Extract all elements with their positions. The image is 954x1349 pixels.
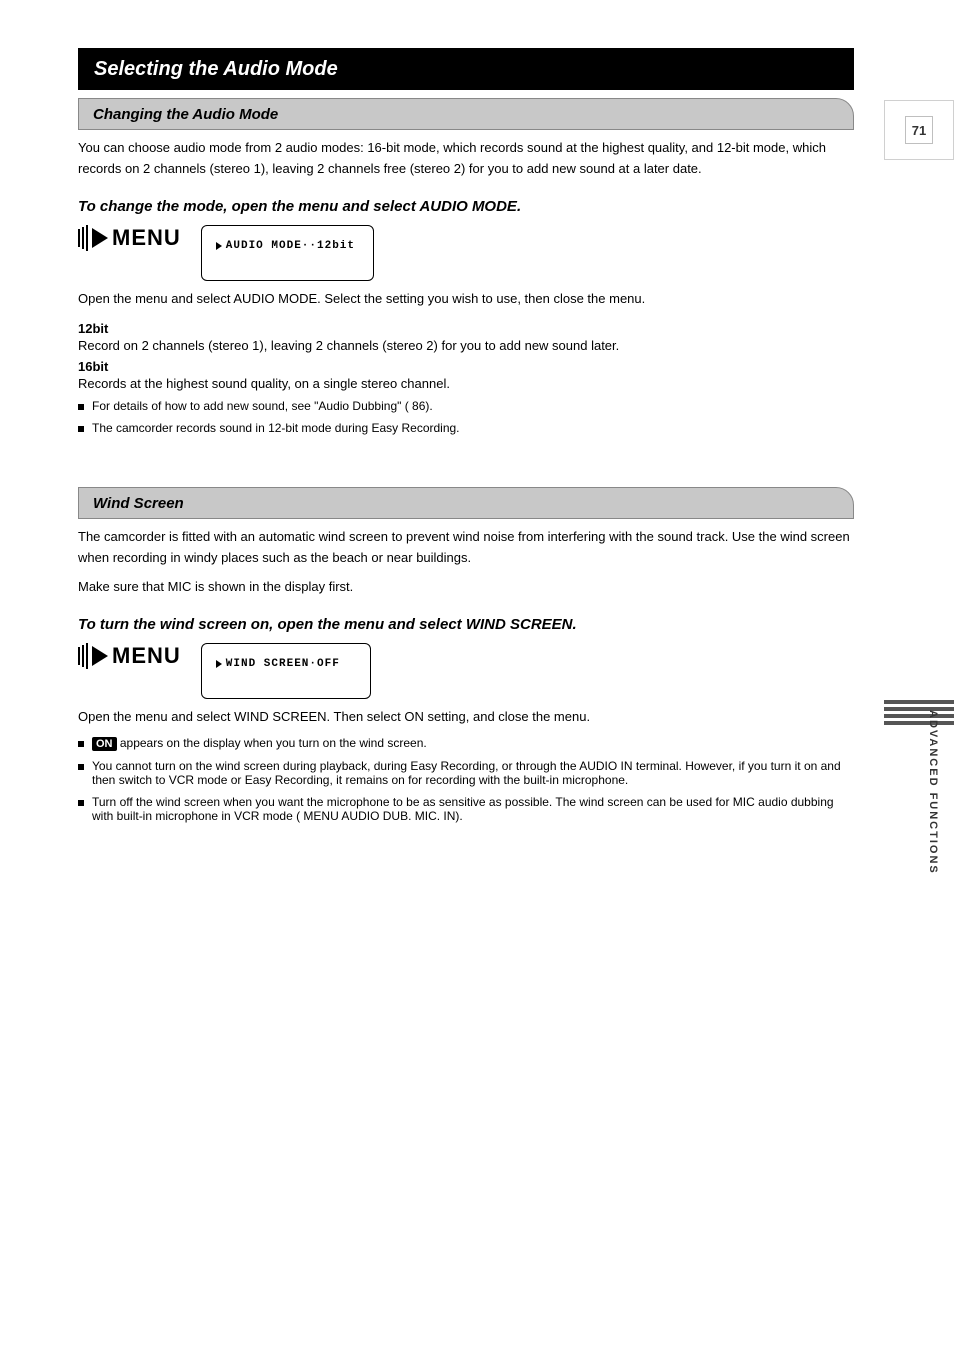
- lcd-display-wind: WIND SCREEN·OFF: [201, 643, 371, 699]
- bullet-text: You cannot turn on the wind screen durin…: [92, 759, 854, 787]
- settings-list-audio: 12bit Record on 2 channels (stereo 1), l…: [78, 321, 854, 391]
- setting-12bit-desc: Record on 2 channels (stereo 1), leaving…: [78, 338, 854, 353]
- page-number-tab: 71: [884, 100, 954, 160]
- lcd-text-wind: WIND SCREEN·OFF: [226, 658, 340, 670]
- bullet-row: Turn off the wind screen when you want t…: [78, 795, 854, 823]
- bullet-row: The camcorder records sound in 12-bit mo…: [78, 421, 854, 435]
- bullet-icon: [78, 426, 84, 432]
- page-content: Selecting the Audio Mode Changing the Au…: [78, 48, 854, 823]
- section1-intro: You can choose audio mode from 2 audio m…: [78, 138, 854, 180]
- cursor-icon: [216, 660, 222, 668]
- bullet-text: The camcorder records sound in 12-bit mo…: [92, 421, 460, 435]
- section1-para2: Open the menu and select AUDIO MODE. Sel…: [78, 289, 854, 310]
- lcd-text-audio: AUDIO MODE··12bit: [226, 240, 355, 252]
- section2-para2: Make sure that MIC is shown in the displ…: [78, 577, 854, 598]
- section-title-audio-mode: Changing the Audio Mode: [93, 106, 278, 123]
- section2-subhead: To turn the wind screen on, open the men…: [78, 616, 854, 633]
- bullet-icon: [78, 800, 84, 806]
- cursor-icon: [216, 242, 222, 250]
- bullet-row: For details of how to add new sound, see…: [78, 399, 854, 413]
- bullet-text-inner: appears on the display when you turn on …: [120, 736, 427, 750]
- bullet-icon: [78, 764, 84, 770]
- menu-triangle-icon: [92, 228, 108, 248]
- setting-16bit-desc: Records at the highest sound quality, on…: [78, 376, 854, 391]
- bullet-text: ON appears on the display when you turn …: [92, 736, 427, 751]
- menu-row-audio: MENU AUDIO MODE··12bit: [78, 225, 854, 281]
- bullet-icon: [78, 741, 84, 747]
- section2-para3: Open the menu and select WIND SCREEN. Th…: [78, 707, 854, 728]
- menu-row-wind: MENU WIND SCREEN·OFF: [78, 643, 854, 699]
- bullet-icon: [78, 404, 84, 410]
- section-title-wind-screen: Wind Screen: [93, 495, 184, 512]
- bullet-text: Turn off the wind screen when you want t…: [92, 795, 854, 823]
- bullet-text: For details of how to add new sound, see…: [92, 399, 433, 413]
- bullet-row: You cannot turn on the wind screen durin…: [78, 759, 854, 787]
- menu-label: MENU: [112, 643, 181, 669]
- page-title: Selecting the Audio Mode: [94, 58, 338, 81]
- section1-subhead: To change the mode, open the menu and se…: [78, 198, 854, 215]
- menu-label: MENU: [112, 225, 181, 251]
- section-bar-audio-mode: Changing the Audio Mode: [78, 98, 854, 130]
- section-bar-wind-screen: Wind Screen: [78, 487, 854, 519]
- on-badge: ON: [92, 737, 117, 751]
- lcd-display-audio: AUDIO MODE··12bit: [201, 225, 374, 281]
- menu-triangle-icon: [92, 646, 108, 666]
- page-number: 71: [905, 116, 933, 144]
- page-title-bar: Selecting the Audio Mode: [78, 48, 854, 90]
- side-tab-label: ADVANCED FUNCTIONS: [927, 710, 939, 875]
- page-number-text: 71: [912, 123, 926, 138]
- section2-intro: The camcorder is fitted with an automati…: [78, 527, 854, 569]
- menu-icon: MENU: [78, 643, 181, 669]
- side-tab-lines: [884, 700, 954, 820]
- setting-16bit-label: 16bit: [78, 359, 854, 374]
- menu-icon: MENU: [78, 225, 181, 251]
- setting-12bit-label: 12bit: [78, 321, 854, 336]
- bullet-row: ON appears on the display when you turn …: [78, 736, 854, 751]
